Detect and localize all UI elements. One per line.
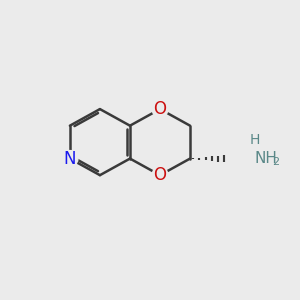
Text: O: O — [154, 166, 166, 184]
Circle shape — [242, 143, 273, 174]
Text: 2: 2 — [272, 157, 279, 167]
Circle shape — [62, 151, 78, 166]
Text: O: O — [154, 100, 166, 118]
Circle shape — [248, 134, 261, 146]
Text: NH: NH — [254, 151, 277, 166]
Circle shape — [152, 101, 168, 117]
Circle shape — [152, 167, 168, 183]
Text: N: N — [64, 150, 76, 168]
Text: H: H — [249, 133, 260, 147]
